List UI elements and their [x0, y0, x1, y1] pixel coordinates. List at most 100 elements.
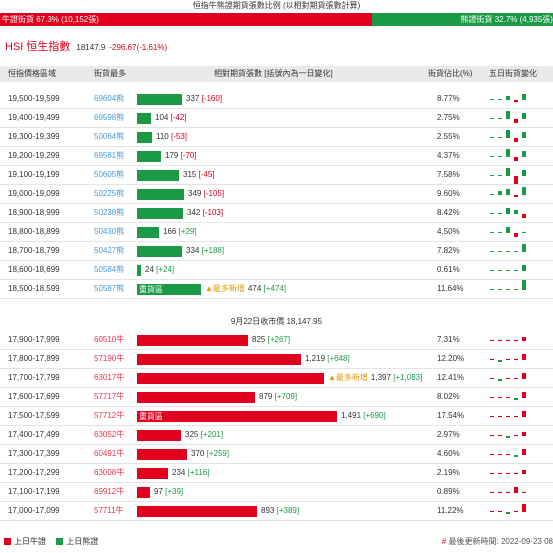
- share-percent: 11.64%: [437, 284, 464, 293]
- warrant-code-link[interactable]: 69598熊: [94, 113, 125, 122]
- warrant-code-link[interactable]: 50587熊: [94, 284, 125, 293]
- price-range: 18,500-18,599: [8, 284, 60, 293]
- sparkline-bar: [514, 416, 518, 417]
- contracts-value: 110 [-53]: [156, 128, 187, 146]
- warrant-code-link[interactable]: 50430熊: [94, 227, 125, 236]
- sparkline-bar: [490, 473, 494, 474]
- bear-contracts-bar: [137, 170, 179, 181]
- contracts-number: 1,491: [341, 411, 362, 420]
- warrant-code-link[interactable]: 63008牛: [94, 468, 125, 477]
- contracts-value: 24 [+24]: [145, 261, 174, 279]
- sparkline-bar: [522, 504, 526, 512]
- warrant-code-link[interactable]: 57712牛: [94, 411, 125, 420]
- five-day-sparkline: [488, 187, 530, 202]
- sparkline-bar: [506, 416, 510, 417]
- five-day-sparkline: [488, 92, 530, 107]
- five-day-sparkline: [488, 333, 530, 348]
- five-day-sparkline: [488, 504, 530, 519]
- sparkline-bar: [498, 340, 502, 341]
- warrant-code-link[interactable]: 69604熊: [94, 94, 125, 103]
- share-percent: 4.37%: [437, 151, 460, 160]
- sparkline-bar: [498, 232, 502, 233]
- ratio-caption: 恒指牛熊證期貨張數比例 (以相對期貨張數計算): [192, 1, 361, 10]
- table-header: 恒指價格區域 街貨最多 相對期貨張數 [括號內為一日變化] 街貨佔比(%) 五日…: [0, 66, 553, 82]
- bear-contracts-bar: 重貨區: [137, 284, 201, 295]
- bear-table-row: 18,600-18,699 50584熊 24 [+24] 0.61%: [0, 261, 553, 280]
- footer: 上日牛證 上日熊證 # 最後更新時間: 2022-09-23 08: [0, 535, 553, 549]
- price-range: 17,200-17,299: [8, 468, 60, 477]
- five-day-sparkline: [488, 168, 530, 184]
- warrant-code-link[interactable]: 69581熊: [94, 151, 125, 160]
- bear-contracts-bar: [137, 189, 184, 200]
- sparkline-bar: [522, 170, 526, 176]
- sparkline-bar: [514, 233, 518, 237]
- sparkline-bar: [514, 157, 518, 161]
- sparkline-bar: [522, 187, 526, 195]
- warrant-code-link[interactable]: 57717牛: [94, 392, 125, 401]
- bull-contracts-bar: [137, 487, 150, 498]
- sparkline-bar: [490, 213, 494, 214]
- warrant-code-link[interactable]: 50605熊: [94, 170, 125, 179]
- bull-contracts-bar: [137, 449, 187, 460]
- sparkline-bar: [498, 99, 502, 100]
- sparkline-bar: [498, 213, 502, 214]
- header-contracts: 相對期貨張數 [括號內為一日變化]: [214, 69, 333, 78]
- contracts-number: 349: [188, 189, 202, 198]
- contracts-number: 110: [156, 132, 169, 141]
- five-day-sparkline: [488, 130, 530, 145]
- bull-table-row: 17,000-17,099 57711牛 893 [+389] 11.22%: [0, 502, 553, 521]
- price-range: 17,400-17,499: [8, 430, 60, 439]
- warrant-code-link[interactable]: 63052牛: [94, 430, 125, 439]
- sparkline-bar: [514, 176, 518, 184]
- warrant-code-link[interactable]: 50225熊: [94, 189, 125, 198]
- warrant-code-link[interactable]: 57711牛: [94, 506, 124, 515]
- daily-change: [-42]: [170, 113, 187, 122]
- contracts-value: 337 [-160]: [186, 90, 222, 108]
- warrant-code-link[interactable]: 69912牛: [94, 487, 125, 496]
- sparkline-bar: [522, 244, 526, 252]
- contracts-value: 334 [+188]: [186, 242, 224, 260]
- warrant-code-link[interactable]: 50584熊: [94, 265, 125, 274]
- share-percent: 8.42%: [437, 208, 460, 217]
- warrant-code-link[interactable]: 60491牛: [94, 449, 125, 458]
- sparkline-bar: [490, 156, 494, 157]
- price-range: 17,100-17,199: [8, 487, 60, 496]
- index-name[interactable]: HSI 恒生指數: [5, 41, 71, 53]
- sparkline-bar: [490, 99, 494, 100]
- contracts-value: 325 [+201]: [185, 426, 223, 444]
- bear-table-row: 18,800-18,899 50430熊 166 [+29] 4.50%: [0, 223, 553, 242]
- bear-contracts-bar: [137, 227, 159, 238]
- price-range: 17,300-17,399: [8, 449, 60, 458]
- daily-change: [+648]: [327, 354, 350, 363]
- share-percent: 12.20%: [437, 354, 465, 363]
- share-percent: 9.60%: [437, 189, 460, 198]
- daily-change: [+709]: [274, 392, 298, 401]
- most-added-badge: ▲最多新增: [328, 373, 368, 382]
- sparkline-bar: [498, 379, 502, 381]
- sparkline-bar: [514, 210, 518, 214]
- share-percent: 2.97%: [437, 430, 460, 439]
- bear-ratio-segment: 熊證街貨 32.7% (4,935張): [372, 13, 553, 26]
- sparkline-bar: [506, 436, 510, 438]
- five-day-sparkline: [488, 485, 530, 500]
- daily-change: [+116]: [187, 468, 210, 477]
- warrant-code-link[interactable]: 60510牛: [94, 335, 125, 344]
- warrant-code-link[interactable]: 50427熊: [94, 246, 125, 255]
- sparkline-bar: [514, 487, 518, 493]
- sparkline-bar: [498, 289, 502, 290]
- warrant-code-link[interactable]: 50064熊: [94, 132, 125, 141]
- price-range: 17,900-17,999: [8, 335, 60, 344]
- bull-table-row: 17,800-17,899 57190牛 1,219 [+648] 12.20%: [0, 350, 553, 369]
- warrant-code-link[interactable]: 63017牛: [94, 373, 125, 382]
- sparkline-bar: [514, 359, 518, 360]
- warrant-code-link[interactable]: 50238熊: [94, 208, 125, 217]
- sparkline-bar: [514, 195, 518, 197]
- sparkline-bar: [498, 454, 502, 455]
- five-day-sparkline: [488, 447, 530, 462]
- five-day-sparkline: [488, 409, 530, 424]
- bear-contracts-bar: [137, 208, 183, 219]
- five-day-sparkline: [488, 244, 530, 259]
- index-summary: HSI 恒生指數 18147.9 -296.67(-1.61%): [5, 39, 167, 55]
- warrant-code-link[interactable]: 57190牛: [94, 354, 125, 363]
- header-code: 街貨最多: [94, 69, 126, 78]
